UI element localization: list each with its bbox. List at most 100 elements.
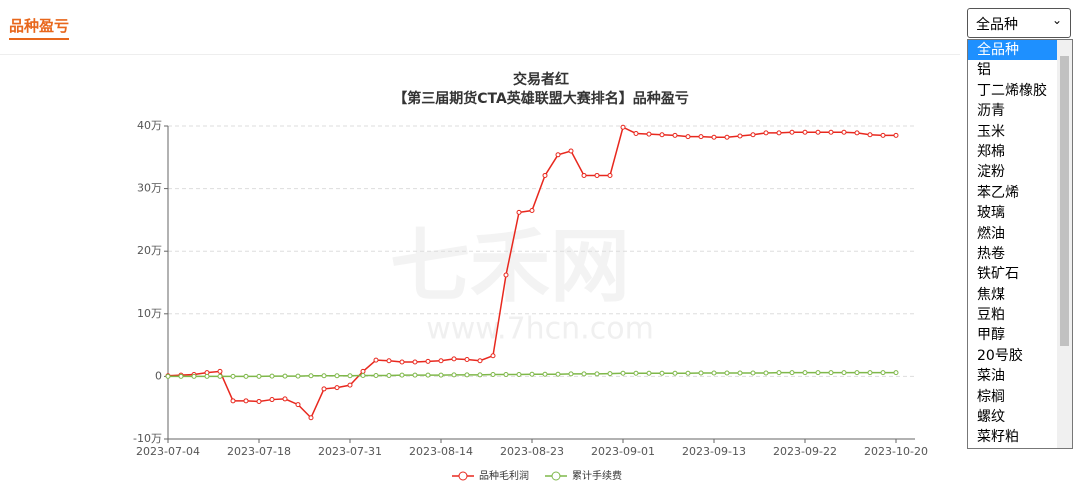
point <box>204 373 210 379</box>
point <box>581 371 587 377</box>
point <box>438 358 444 364</box>
option[interactable]: 燃油 <box>977 225 1005 242</box>
point <box>256 398 262 404</box>
y-tick-label: -10万 <box>133 432 162 445</box>
option[interactable]: 淀粉 <box>977 164 1005 181</box>
point <box>386 372 392 378</box>
point <box>789 370 795 376</box>
point <box>685 134 691 140</box>
point <box>282 373 288 379</box>
point <box>815 370 821 376</box>
y-tick-label: 10万 <box>137 307 162 320</box>
point <box>568 371 574 377</box>
point <box>516 372 522 378</box>
point <box>360 368 366 374</box>
point <box>269 397 275 403</box>
option[interactable]: 焦煤 <box>977 286 1005 303</box>
option[interactable]: 铝 <box>977 62 991 79</box>
y-tick-label: 20万 <box>137 244 162 257</box>
point <box>529 371 535 377</box>
x-tick-label: 2023-07-31 <box>318 445 382 458</box>
point <box>425 358 431 364</box>
point <box>828 370 834 376</box>
point <box>828 129 834 135</box>
option[interactable]: 菜籽粕 <box>977 429 1019 446</box>
point <box>776 130 782 136</box>
watermark: 七禾网 <box>390 220 630 313</box>
option[interactable]: 全品种 <box>968 40 1058 61</box>
point <box>880 370 886 376</box>
point <box>373 372 379 378</box>
option[interactable]: 热卷 <box>977 245 1005 262</box>
point <box>542 371 548 377</box>
option[interactable]: 铁矿石 <box>977 266 1019 283</box>
point <box>451 356 457 362</box>
point <box>477 372 483 378</box>
point <box>178 373 184 379</box>
point <box>711 134 717 140</box>
point <box>724 134 730 140</box>
point <box>698 370 704 376</box>
point <box>711 370 717 376</box>
point <box>646 131 652 137</box>
select-arrow: ⌄ <box>1051 13 1062 27</box>
point <box>269 373 275 379</box>
legend-marker <box>458 471 468 481</box>
point <box>191 373 197 379</box>
y-tick-label: 30万 <box>137 182 162 195</box>
point <box>295 373 301 379</box>
point <box>399 359 405 365</box>
x-tick-label: 2023-09-01 <box>591 445 655 458</box>
point <box>607 371 613 377</box>
option[interactable]: 苯乙烯 <box>977 184 1019 201</box>
point <box>581 172 587 178</box>
option[interactable]: 菜油 <box>977 368 1005 385</box>
scrollbar[interactable] <box>1057 40 1072 448</box>
chart-title: 交易者红 <box>513 71 569 88</box>
option[interactable]: 沥青 <box>977 103 1005 120</box>
option[interactable]: 20号胶 <box>977 347 1023 364</box>
point <box>737 133 743 139</box>
option[interactable]: 玻璃 <box>977 205 1005 222</box>
point <box>620 124 626 130</box>
point <box>880 132 886 138</box>
point <box>672 132 678 138</box>
point <box>607 172 613 178</box>
point <box>308 415 314 421</box>
point <box>165 373 171 379</box>
point <box>568 148 574 154</box>
option[interactable]: 棕榈 <box>977 388 1005 405</box>
point <box>386 358 392 364</box>
select[interactable]: 全品种 ⌄ <box>967 8 1071 38</box>
point <box>516 209 522 215</box>
point <box>867 370 873 376</box>
point <box>230 373 236 379</box>
point <box>789 129 795 135</box>
point <box>750 132 756 138</box>
point <box>633 131 639 137</box>
option[interactable]: 豆粕 <box>977 307 1005 324</box>
legend-label: 累计手续费 <box>572 469 622 482</box>
x-tick-label: 2023-09-22 <box>773 445 837 458</box>
point <box>698 134 704 140</box>
point <box>230 398 236 404</box>
option[interactable]: 丁二烯橡胶 <box>977 82 1047 99</box>
divider <box>0 54 960 55</box>
point <box>490 372 496 378</box>
point <box>490 353 496 359</box>
point <box>373 357 379 363</box>
option[interactable]: 甲醇 <box>977 327 1005 344</box>
point <box>217 373 223 379</box>
watermark-url: www.7hcn.com <box>426 312 654 347</box>
header-tab[interactable]: 品种盈亏 <box>9 15 70 40</box>
option[interactable]: 郑棉 <box>977 143 1005 160</box>
point <box>841 129 847 135</box>
point <box>321 373 327 379</box>
point <box>659 132 665 138</box>
point <box>438 372 444 378</box>
scroll-thumb[interactable] <box>1060 56 1069 346</box>
option[interactable]: 玉米 <box>977 123 1005 140</box>
point <box>243 398 249 404</box>
option[interactable]: 螺纹 <box>977 409 1005 426</box>
